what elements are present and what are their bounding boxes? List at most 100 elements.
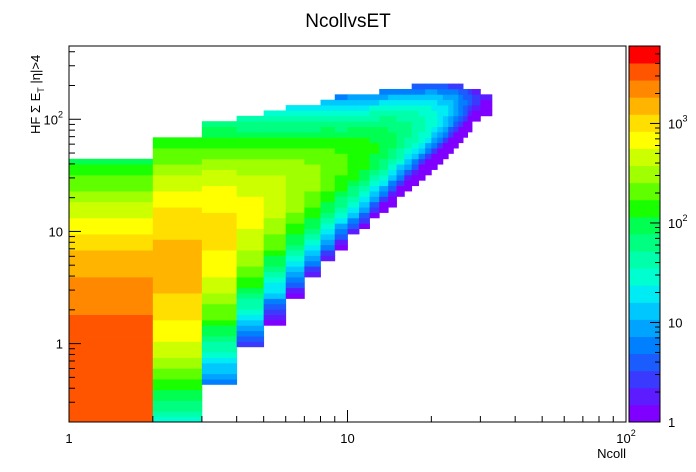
heatmap-cell (285, 282, 305, 289)
heatmap-cell (369, 99, 380, 106)
heatmap-cell (263, 115, 287, 122)
heatmap-cell (69, 260, 154, 267)
heatmap-cell (236, 115, 265, 122)
heatmap-cell (458, 88, 464, 95)
heatmap-cell (463, 126, 469, 133)
heatmap-cell (442, 142, 449, 149)
heatmap-cell (379, 153, 389, 160)
color-scale-swatch (629, 80, 660, 98)
heatmap-cell (201, 148, 238, 154)
heatmap-cell (236, 212, 265, 219)
heatmap-cell (404, 180, 413, 187)
heatmap-cell (69, 164, 154, 170)
heatmap-cell (467, 126, 473, 133)
heatmap-cell (236, 137, 265, 144)
heatmap-cell (425, 105, 432, 111)
y-tick-label-base: 10 (44, 112, 58, 127)
heatmap-cell (304, 196, 321, 203)
heatmap-cell (411, 94, 419, 101)
heatmap-cell (69, 271, 154, 278)
heatmap-cell (236, 260, 265, 267)
heatmap-cell (152, 357, 203, 364)
heatmap-cell (379, 191, 389, 197)
heatmap-cell (347, 164, 360, 170)
heatmap-cell (467, 110, 473, 117)
heatmap-cell (152, 352, 203, 358)
heatmap-cell (201, 158, 238, 165)
heatmap-cell (152, 287, 203, 294)
heatmap-cell (442, 99, 449, 106)
heatmap-cell (69, 362, 154, 369)
y-tick-label: 102 (44, 109, 63, 127)
heatmap-cell (388, 94, 397, 101)
heatmap-cell (379, 201, 389, 208)
heatmap-cell (236, 207, 265, 213)
heatmap-cell (152, 293, 203, 299)
heatmap-cell (359, 223, 370, 230)
z-tick-label-base: 10 (668, 116, 682, 131)
heatmap-cell (396, 88, 405, 95)
heatmap-cell (347, 207, 360, 213)
heatmap-cell (285, 158, 305, 165)
heatmap-cell (304, 126, 321, 133)
z-tick-label: 102 (668, 213, 687, 231)
heatmap-cell (418, 110, 426, 117)
heatmap-cell (320, 169, 336, 176)
heatmap-cell (453, 110, 459, 117)
heatmap-cell (304, 115, 321, 122)
heatmap-cell (152, 282, 203, 289)
heatmap-cell (442, 94, 449, 101)
heatmap-cell (334, 142, 348, 149)
heatmap-cell (236, 121, 265, 127)
heatmap-cell (263, 191, 287, 197)
heatmap-cell (236, 250, 265, 256)
heatmap-cell (359, 185, 370, 192)
heatmap-cell (425, 131, 432, 138)
color-scale-swatch (629, 370, 660, 389)
heatmap-cell (285, 287, 305, 294)
heatmap-cell (453, 126, 459, 133)
heatmap-cell (431, 164, 438, 170)
heatmap-cell (152, 319, 203, 326)
heatmap-cell (152, 223, 203, 230)
heatmap-cell (69, 185, 154, 192)
heatmap-cell (69, 368, 154, 375)
heatmap-cell (379, 88, 389, 95)
z-tick-label: 103 (668, 113, 687, 131)
z-tick-label: 10 (668, 315, 682, 330)
heatmap-cell (69, 158, 154, 165)
heatmap-cell (285, 217, 305, 224)
heatmap-cell (396, 137, 405, 144)
heatmap-cell (437, 105, 444, 111)
color-scale-swatch (629, 216, 660, 235)
heatmap-cell (369, 185, 380, 192)
heatmap-cell (379, 131, 389, 138)
heatmap-cell (285, 276, 305, 283)
heatmap-cell (396, 158, 405, 165)
heatmap-cell (69, 276, 154, 283)
heatmap-cell (467, 99, 473, 106)
x-tick-label: 10 (340, 431, 354, 446)
heatmap-cell (304, 271, 321, 278)
heatmap-cell (304, 201, 321, 208)
heatmap-cell (411, 158, 419, 165)
heatmap-cell (467, 88, 473, 95)
heatmap-cell (359, 126, 370, 133)
heatmap-cell (334, 99, 348, 106)
heatmap-cell (442, 83, 449, 90)
heatmap-cell (379, 185, 389, 192)
heatmap-cell (304, 255, 321, 262)
heatmap-cell (442, 131, 449, 138)
heatmap-cell (334, 196, 348, 203)
heatmap-cell (448, 148, 454, 154)
heatmap-cell (411, 131, 419, 138)
heatmap-cell (201, 266, 238, 272)
heatmap-cell (388, 142, 397, 149)
heatmap-cell (69, 389, 154, 396)
heatmap-cell (379, 99, 389, 106)
color-scale-swatch (629, 285, 660, 303)
color-scale-swatch (629, 131, 660, 149)
heatmap-cell (453, 115, 459, 122)
heatmap-cell (236, 309, 265, 315)
